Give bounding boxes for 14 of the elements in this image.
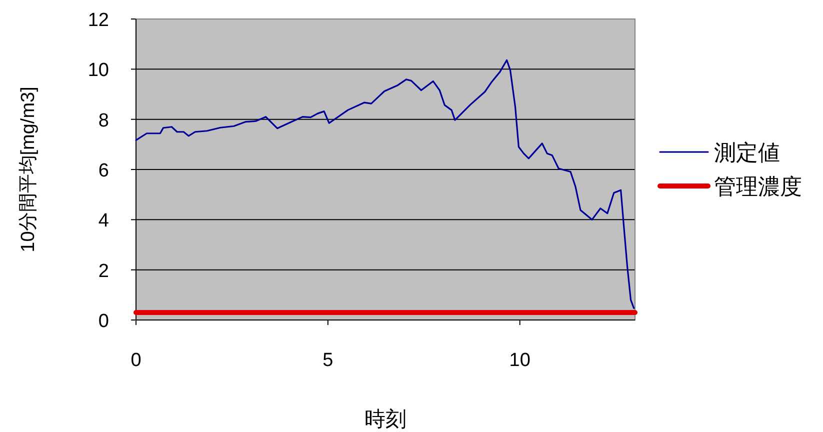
x-tick-label: 10	[509, 350, 530, 371]
y-tick-label: 0	[98, 311, 109, 332]
y-tick-label: 10	[88, 60, 109, 82]
y-tick-label: 4	[98, 210, 110, 232]
legend-label: 管理濃度	[714, 174, 802, 199]
y-tick-label: 6	[98, 160, 109, 182]
y-tick-label: 8	[98, 110, 109, 132]
legend-label: 測定値	[714, 140, 780, 165]
y-tick-label: 12	[88, 10, 109, 31]
x-tick-label: 0	[130, 350, 142, 371]
x-tick-label: 5	[322, 350, 334, 371]
x-axis-title: 時刻	[364, 408, 406, 431]
y-tick-label: 2	[98, 260, 109, 282]
y-axis-title: 10分間平均[mg/m3]	[18, 86, 39, 252]
